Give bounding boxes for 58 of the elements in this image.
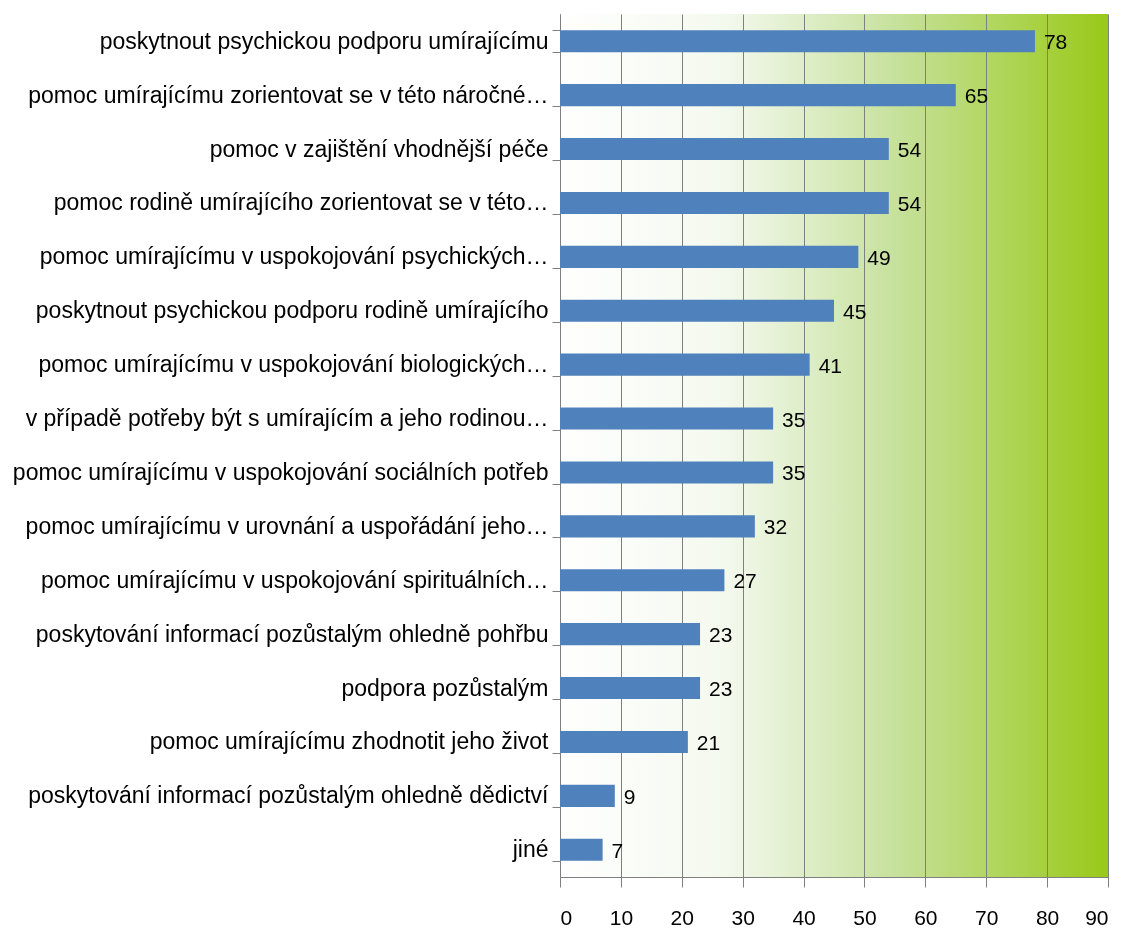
bar (560, 137, 889, 161)
bar (560, 515, 755, 538)
bar (560, 84, 956, 107)
bar (560, 461, 774, 484)
y-tick-label: pomoc umírajícímu v uspokojování biologických… (38, 351, 549, 378)
data-label: 23 (709, 623, 733, 647)
y-tick-label: pomoc umírajícímu zorientovat se v této náročné… (28, 81, 549, 108)
data-label: 27 (733, 569, 757, 593)
bar (560, 353, 810, 376)
y-tick-label: poskytování informací pozůstalým ohledně pohřbu (35, 620, 549, 647)
y-tick-label: pomoc umírajícímu v uspokojování spirituálních… (41, 566, 549, 593)
data-label: 9 (623, 784, 636, 808)
x-tick-label: 70 (975, 905, 999, 929)
data-label: 54 (897, 191, 922, 215)
bar (560, 569, 725, 592)
data-label: 54 (897, 138, 922, 162)
x-tick-label: 10 (609, 905, 634, 929)
data-label: 35 (782, 461, 806, 485)
data-label: 49 (867, 245, 891, 269)
x-tick-label: 90 (1085, 905, 1109, 929)
x-tick-label: 50 (853, 905, 877, 929)
data-label: 41 (818, 353, 842, 377)
data-label: 7 (611, 838, 624, 862)
data-label: 45 (843, 299, 867, 323)
data-label: 35 (782, 407, 806, 431)
y-tick-label: poskytování informací pozůstalým ohledně dědictví (28, 782, 550, 809)
bar (560, 623, 701, 646)
data-label: 65 (964, 84, 989, 108)
y-tick-label: v případě potřeby být s umírajícím a jeho rodinou… (25, 405, 549, 432)
bar (560, 730, 688, 754)
bar (560, 299, 834, 322)
bar (560, 784, 615, 807)
data-label: 78 (1043, 30, 1068, 54)
y-tick-label: podpora pozůstalým (341, 674, 549, 701)
x-tick-label: 80 (1035, 905, 1060, 929)
bar (560, 30, 1035, 53)
x-tick-label: 40 (792, 905, 816, 929)
y-tick-label: poskytnout psychickou podporu rodině umírajícího (35, 297, 549, 324)
data-label: 21 (696, 730, 721, 754)
bar (560, 245, 859, 268)
x-tick-label: 0 (560, 905, 573, 929)
y-tick-label: pomoc umírajícímu v uspokojování psychických… (39, 243, 549, 270)
y-tick-label: pomoc rodině umírajícího zorientovat se v této… (53, 189, 549, 216)
x-tick-label: 60 (914, 905, 938, 929)
x-tick-label: 20 (670, 905, 694, 929)
bar (560, 838, 603, 861)
data-label: 32 (763, 515, 788, 539)
y-tick-label: pomoc umírajícímu v uspokojování sociálních potřeb (12, 458, 549, 485)
bar (560, 191, 889, 214)
y-tick-label: jiné (511, 836, 549, 863)
bar (560, 407, 774, 430)
x-tick-label: 30 (731, 905, 755, 929)
y-tick-label: poskytnout psychickou podporu umírajícímu (99, 27, 549, 54)
bar (560, 677, 701, 700)
y-tick-label: pomoc umírajícímu zhodnotit jeho život (149, 728, 550, 755)
data-label: 23 (709, 677, 733, 701)
y-tick-label: pomoc umírajícímu v urovnání a uspořádání jeho… (25, 512, 549, 539)
y-tick-label: pomoc v zajištění vhodnější péče (209, 135, 549, 162)
